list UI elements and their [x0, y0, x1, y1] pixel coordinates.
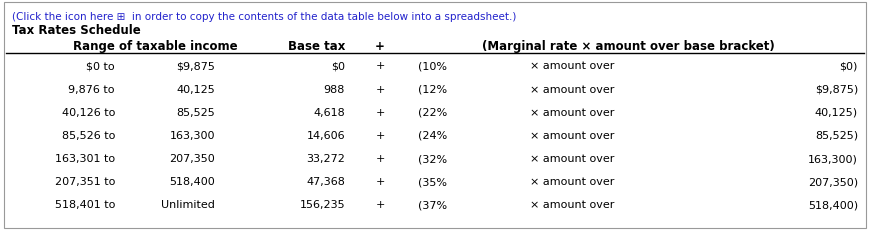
Text: × amount over: × amount over: [529, 153, 614, 163]
Text: $9,875: $9,875: [176, 61, 215, 71]
Text: 207,350): 207,350): [807, 176, 857, 186]
Text: (37%: (37%: [417, 199, 447, 210]
Text: (Click the icon here ⊞  in order to copy the contents of the data table below in: (Click the icon here ⊞ in order to copy …: [12, 12, 516, 22]
Text: × amount over: × amount over: [529, 107, 614, 117]
Text: 163,300: 163,300: [169, 130, 215, 140]
Text: (Marginal rate × amount over base bracket): (Marginal rate × amount over base bracke…: [481, 40, 773, 53]
Text: +: +: [375, 199, 384, 210]
Text: 33,272: 33,272: [306, 153, 345, 163]
Text: 85,526 to: 85,526 to: [62, 130, 115, 140]
FancyBboxPatch shape: [4, 3, 865, 228]
Text: $9,875): $9,875): [813, 84, 857, 94]
Text: 40,126 to: 40,126 to: [62, 107, 115, 117]
Text: 9,876 to: 9,876 to: [69, 84, 115, 94]
Text: 40,125: 40,125: [176, 84, 215, 94]
Text: +: +: [375, 130, 384, 140]
Text: × amount over: × amount over: [529, 130, 614, 140]
Text: Range of taxable income: Range of taxable income: [73, 40, 237, 53]
Text: 85,525): 85,525): [814, 130, 857, 140]
Text: (10%: (10%: [417, 61, 447, 71]
Text: 163,301 to: 163,301 to: [55, 153, 115, 163]
Text: 988: 988: [323, 84, 345, 94]
Text: 47,368: 47,368: [306, 176, 345, 186]
Text: +: +: [375, 61, 384, 71]
Text: 14,606: 14,606: [306, 130, 345, 140]
Text: $0: $0: [330, 61, 345, 71]
Text: Tax Rates Schedule: Tax Rates Schedule: [12, 24, 141, 37]
Text: × amount over: × amount over: [529, 61, 614, 71]
Text: +: +: [375, 40, 384, 53]
Text: +: +: [375, 107, 384, 117]
Text: (32%: (32%: [417, 153, 447, 163]
Text: 207,351 to: 207,351 to: [55, 176, 115, 186]
Text: 518,400: 518,400: [169, 176, 215, 186]
Text: 207,350: 207,350: [169, 153, 215, 163]
Text: 156,235: 156,235: [299, 199, 345, 210]
Text: (24%: (24%: [417, 130, 447, 140]
Text: +: +: [375, 153, 384, 163]
Text: 40,125): 40,125): [814, 107, 857, 117]
Text: (22%: (22%: [417, 107, 447, 117]
Text: Unlimited: Unlimited: [161, 199, 215, 210]
Text: 4,618: 4,618: [313, 107, 345, 117]
Text: 518,400): 518,400): [807, 199, 857, 210]
Text: (35%: (35%: [417, 176, 447, 186]
Text: (12%: (12%: [417, 84, 447, 94]
Text: × amount over: × amount over: [529, 199, 614, 210]
Text: 518,401 to: 518,401 to: [55, 199, 115, 210]
Text: × amount over: × amount over: [529, 84, 614, 94]
Text: +: +: [375, 84, 384, 94]
Text: $0 to: $0 to: [86, 61, 115, 71]
Text: $0): $0): [839, 61, 857, 71]
Text: 85,525: 85,525: [176, 107, 215, 117]
Text: +: +: [375, 176, 384, 186]
Text: Base tax: Base tax: [288, 40, 345, 53]
Text: × amount over: × amount over: [529, 176, 614, 186]
Text: 163,300): 163,300): [807, 153, 857, 163]
